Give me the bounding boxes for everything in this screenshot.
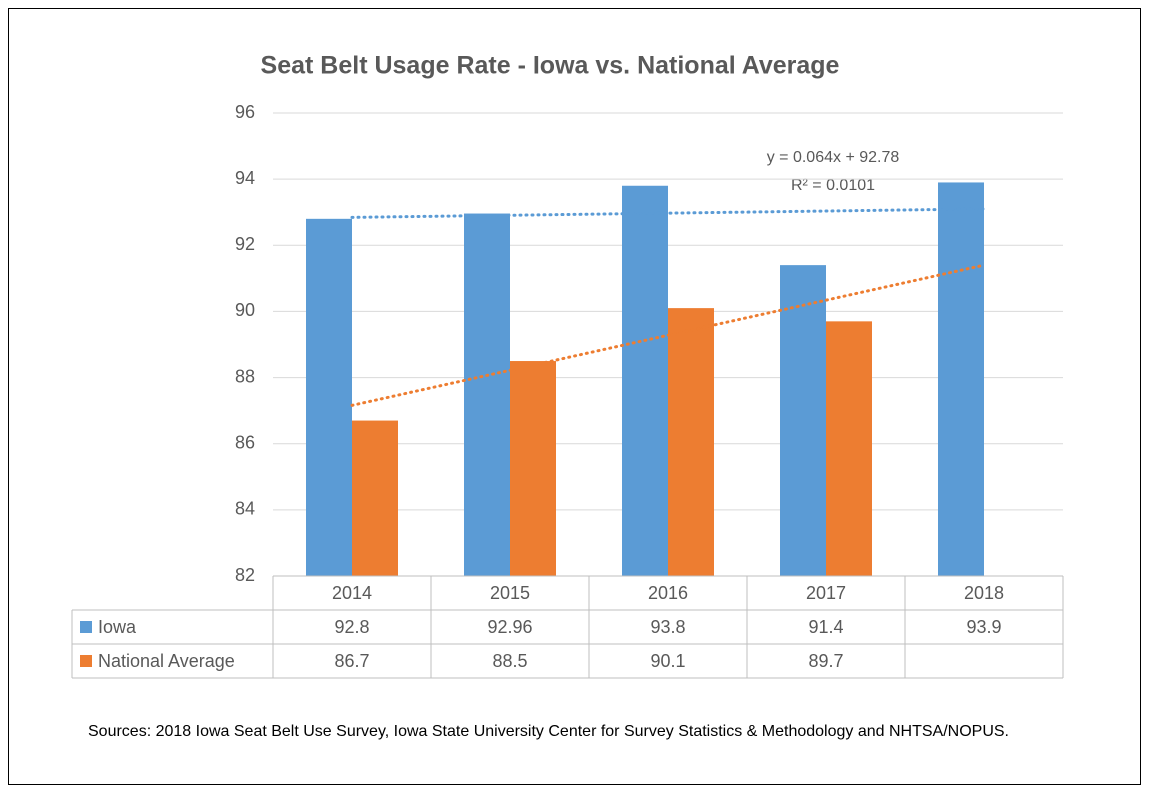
bar [464,213,510,576]
chart-title: Seat Belt Usage Rate - Iowa vs. National… [261,52,840,80]
y-tick-label: 88 [235,366,255,386]
x-tick-label: 2018 [964,583,1004,603]
table-value: 92.8 [334,617,369,637]
legend-label: National Average [98,651,235,671]
table-value: 92.96 [487,617,532,637]
y-tick-label: 82 [235,565,255,585]
table-value: 90.1 [650,651,685,671]
legend-key [80,621,92,633]
trendline [350,207,986,219]
bar [622,185,668,576]
y-tick-label: 92 [235,234,255,254]
bar [826,321,872,576]
bar [352,420,398,576]
legend-label: Iowa [98,617,137,637]
bar [938,182,984,576]
table-value: 91.4 [808,617,843,637]
table-value: 93.9 [966,617,1001,637]
x-tick-label: 2015 [490,583,530,603]
y-tick-label: 90 [235,300,255,320]
bar [780,265,826,576]
trend-equation: y = 0.064x + 92.78 [767,149,900,166]
table-value: 86.7 [334,651,369,671]
table-value: 93.8 [650,617,685,637]
source-note: Sources: 2018 Iowa Seat Belt Use Survey,… [88,723,1009,740]
y-tick-label: 86 [235,432,255,452]
table-value: 88.5 [492,651,527,671]
legend-key [80,655,92,667]
y-tick-label: 94 [235,168,255,188]
y-tick-label: 84 [235,499,255,519]
trend-r-squared: R² = 0.0101 [791,177,875,194]
y-tick-label: 96 [235,102,255,122]
bar [306,218,352,577]
x-tick-label: 2017 [806,583,846,603]
table-value: 89.7 [808,651,843,671]
x-tick-label: 2016 [648,583,688,603]
trendline [350,263,986,407]
x-tick-label: 2014 [332,583,372,603]
bar [510,361,556,576]
bar [668,308,714,576]
